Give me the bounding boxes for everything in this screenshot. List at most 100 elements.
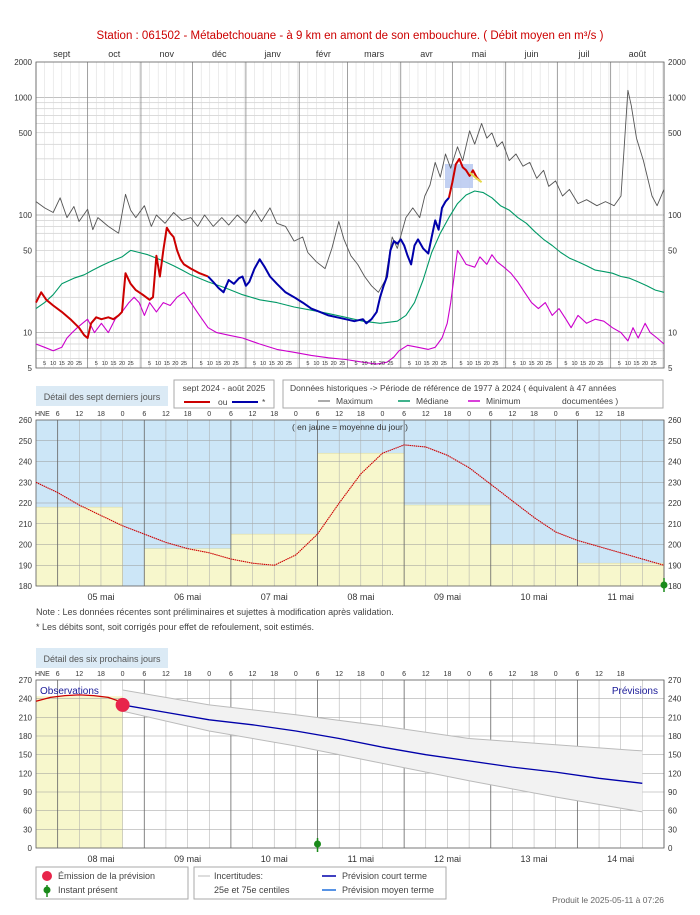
day-label: 5 bbox=[459, 361, 462, 367]
court-terme-label: Prévision court terme bbox=[342, 871, 427, 881]
y-tick-left: 30 bbox=[23, 825, 32, 834]
y-tick-left: 120 bbox=[19, 769, 33, 778]
annual-chart-series bbox=[35, 89, 665, 365]
day-label: 15 bbox=[528, 361, 534, 367]
hour-label: 0 bbox=[207, 411, 211, 418]
hour-label: 12 bbox=[509, 671, 517, 678]
now-marker bbox=[660, 581, 668, 589]
hour-label: 12 bbox=[249, 411, 257, 418]
day-label: 09 mai bbox=[174, 854, 201, 864]
hour-label: 18 bbox=[530, 671, 538, 678]
day-label: 5 bbox=[253, 361, 256, 367]
maximum-series-line bbox=[35, 89, 665, 293]
y-tick-left: 150 bbox=[19, 751, 33, 760]
day-label: 10 bbox=[102, 361, 108, 367]
day-label: 20 bbox=[432, 361, 438, 367]
y-tick-left: 5 bbox=[28, 364, 33, 373]
day-label: 25 bbox=[286, 361, 292, 367]
hour-label: 18 bbox=[444, 671, 452, 678]
six-days-tag-label: Détail des six prochains jours bbox=[43, 654, 161, 664]
day-label: 10 bbox=[155, 361, 161, 367]
day-label: 5 bbox=[618, 361, 621, 367]
hour-label: 6 bbox=[56, 411, 60, 418]
y-tick-right: 1000 bbox=[668, 93, 686, 102]
day-label: 13 mai bbox=[521, 854, 548, 864]
now-label: Instant présent bbox=[58, 885, 118, 895]
hour-label: 0 bbox=[554, 671, 558, 678]
period-legend-box bbox=[173, 379, 275, 409]
day-label: 20 bbox=[379, 361, 385, 367]
markers-legend-box bbox=[35, 866, 189, 900]
day-label: 20 bbox=[484, 361, 490, 367]
day-label: 12 mai bbox=[434, 854, 461, 864]
annual-chart-grid bbox=[35, 61, 665, 369]
uncertainty-band bbox=[122, 690, 643, 812]
day-label: 10 bbox=[415, 361, 421, 367]
y-tick-left: 270 bbox=[19, 676, 33, 685]
day-label: 10 bbox=[625, 361, 631, 367]
day-label: 25 bbox=[597, 361, 603, 367]
day-label: 5 bbox=[306, 361, 309, 367]
hour-label: 12 bbox=[509, 411, 517, 418]
y-tick-right: 190 bbox=[668, 561, 682, 570]
day-label: 20 bbox=[642, 361, 648, 367]
observed-recent-line bbox=[447, 157, 481, 199]
hour-label: 18 bbox=[184, 671, 192, 678]
day-label: 5 bbox=[95, 361, 98, 367]
day-label: 15 bbox=[370, 361, 376, 367]
y-tick-right: 260 bbox=[668, 416, 682, 425]
median-label: Médiane bbox=[416, 396, 449, 406]
forecast-chart: HNE 6 12 18 0 6 12 18 0 6 12 18 0 6 12 18 0 6 12 18 0 6 12 18 0 6… bbox=[19, 671, 682, 864]
forecast-legend-box bbox=[193, 866, 447, 900]
hour-label: 0 bbox=[294, 671, 298, 678]
hour-label: 0 bbox=[554, 411, 558, 418]
day-label: 20 bbox=[537, 361, 543, 367]
y-tick-right: 200 bbox=[668, 541, 682, 550]
y-tick-left: 100 bbox=[19, 211, 33, 220]
hour-label: 0 bbox=[381, 671, 385, 678]
hour-label: 12 bbox=[162, 411, 170, 418]
hour-label: 12 bbox=[249, 671, 257, 678]
month-label: juin bbox=[524, 49, 539, 59]
hour-label: 18 bbox=[184, 411, 192, 418]
month-label: févr bbox=[316, 49, 331, 59]
uncertainty-label: Incertitudes: bbox=[214, 871, 263, 881]
day-label: 10 mai bbox=[521, 592, 548, 602]
day-label: 10 bbox=[207, 361, 213, 367]
day-label: 14 mai bbox=[607, 854, 634, 864]
day-label: 10 bbox=[50, 361, 56, 367]
hour-label: 6 bbox=[402, 411, 406, 418]
day-label: 25 bbox=[339, 361, 345, 367]
day-label: 20 bbox=[589, 361, 595, 367]
day-label: 20 bbox=[277, 361, 283, 367]
month-label: avr bbox=[420, 49, 433, 59]
six-days-tag bbox=[36, 648, 168, 668]
day-label: 25 bbox=[651, 361, 657, 367]
day-label: 5 bbox=[513, 361, 516, 367]
month-label: nov bbox=[160, 49, 175, 59]
day-label: 5 bbox=[408, 361, 411, 367]
hour-label: 18 bbox=[357, 411, 365, 418]
day-label: 25 bbox=[546, 361, 552, 367]
y-tick-left: 210 bbox=[19, 520, 33, 529]
moyen-terme-label: Prévision moyen terme bbox=[342, 885, 434, 895]
y-tick-left: 180 bbox=[19, 582, 33, 591]
y-tick-right: 250 bbox=[668, 437, 682, 446]
hour-label: 0 bbox=[467, 411, 471, 418]
period-legend-title: sept 2024 - août 2025 bbox=[183, 383, 266, 393]
hour-label: 6 bbox=[142, 671, 146, 678]
hour-label: 18 bbox=[357, 671, 365, 678]
y-tick-left: 240 bbox=[19, 695, 33, 704]
day-label: 15 bbox=[424, 361, 430, 367]
day-label: 5 bbox=[148, 361, 151, 367]
hour-label: 18 bbox=[270, 411, 278, 418]
day-label: 25 bbox=[233, 361, 239, 367]
y-tick-right: 220 bbox=[668, 499, 682, 508]
day-label: 20 bbox=[224, 361, 230, 367]
observed-series-line bbox=[35, 226, 209, 339]
day-label: 5 bbox=[200, 361, 203, 367]
hour-label: 12 bbox=[595, 411, 603, 418]
y-tick-right: 30 bbox=[668, 825, 677, 834]
